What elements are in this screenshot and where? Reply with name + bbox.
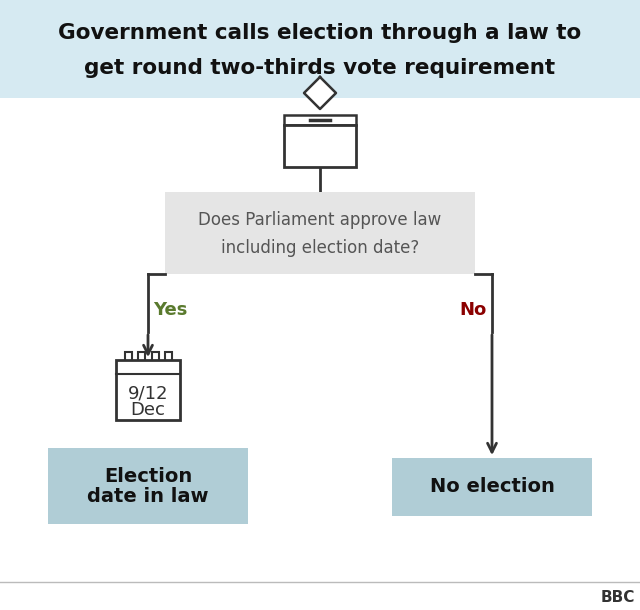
Text: including election date?: including election date? — [221, 239, 419, 257]
FancyBboxPatch shape — [152, 352, 159, 364]
Text: Government calls election through a law to: Government calls election through a law … — [58, 23, 582, 43]
FancyBboxPatch shape — [164, 352, 172, 364]
FancyBboxPatch shape — [284, 115, 356, 125]
Text: Dec: Dec — [131, 401, 165, 419]
FancyBboxPatch shape — [392, 458, 592, 516]
Text: date in law: date in law — [87, 487, 209, 506]
FancyBboxPatch shape — [116, 360, 180, 420]
FancyBboxPatch shape — [125, 352, 131, 364]
Text: Does Parliament approve law: Does Parliament approve law — [198, 211, 442, 229]
FancyBboxPatch shape — [165, 192, 475, 274]
Text: No election: No election — [429, 478, 554, 497]
Text: Yes: Yes — [153, 301, 188, 319]
Polygon shape — [304, 77, 336, 109]
Text: No: No — [460, 301, 487, 319]
FancyBboxPatch shape — [0, 0, 640, 98]
FancyBboxPatch shape — [284, 125, 356, 167]
FancyBboxPatch shape — [138, 352, 145, 364]
Text: Election: Election — [104, 467, 192, 486]
FancyBboxPatch shape — [48, 448, 248, 524]
Text: 9/12: 9/12 — [128, 384, 168, 402]
Text: BBC: BBC — [601, 589, 635, 605]
Text: get round two-thirds vote requirement: get round two-thirds vote requirement — [84, 58, 556, 78]
